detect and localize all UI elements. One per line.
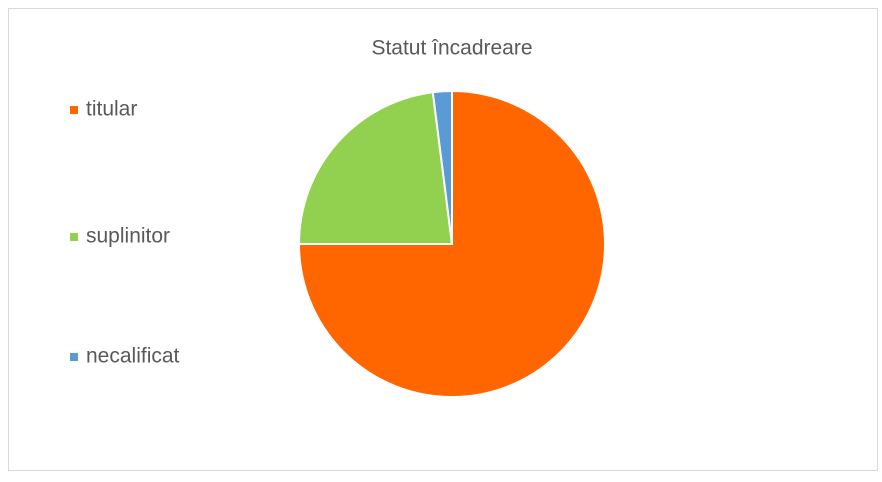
pie-slice xyxy=(431,89,453,245)
legend-swatch xyxy=(70,353,78,361)
legend-label: titular xyxy=(86,98,137,121)
legend-swatch xyxy=(70,233,78,241)
chart-title: Statut încadreare xyxy=(371,37,532,60)
legend-label: suplinitor xyxy=(86,225,170,248)
legend-label: necalificat xyxy=(86,345,180,368)
legend-swatch xyxy=(70,106,78,114)
pie-slice xyxy=(297,91,454,245)
pie-slice xyxy=(297,89,606,398)
